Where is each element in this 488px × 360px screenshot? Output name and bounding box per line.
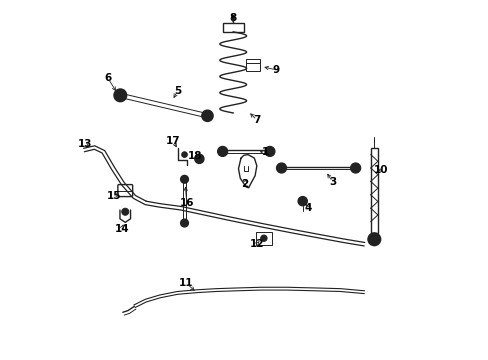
- Circle shape: [180, 175, 188, 183]
- Circle shape: [118, 93, 122, 98]
- Text: 11: 11: [179, 278, 193, 288]
- Circle shape: [350, 163, 360, 173]
- Bar: [246, 59, 259, 71]
- Text: 4: 4: [304, 203, 311, 212]
- Circle shape: [300, 199, 304, 203]
- Text: 6: 6: [104, 73, 111, 83]
- Text: 1: 1: [261, 148, 268, 157]
- Circle shape: [114, 89, 126, 102]
- Circle shape: [122, 208, 128, 215]
- Circle shape: [202, 110, 213, 121]
- Text: 12: 12: [249, 239, 264, 248]
- Bar: [222, 23, 244, 32]
- Circle shape: [194, 154, 203, 163]
- Text: 3: 3: [328, 177, 336, 187]
- Text: 15: 15: [106, 191, 121, 201]
- Text: 13: 13: [78, 139, 92, 149]
- Text: 7: 7: [253, 115, 260, 125]
- Text: 16: 16: [179, 198, 194, 208]
- Circle shape: [197, 157, 201, 161]
- Circle shape: [205, 114, 209, 118]
- Circle shape: [367, 233, 380, 246]
- Text: 2: 2: [241, 179, 247, 189]
- Circle shape: [180, 219, 188, 227]
- Bar: [370, 148, 377, 233]
- Bar: [256, 232, 271, 244]
- Text: 14: 14: [114, 224, 129, 234]
- Circle shape: [298, 197, 306, 206]
- Text: 18: 18: [187, 151, 202, 161]
- Text: 10: 10: [373, 165, 387, 175]
- Circle shape: [260, 235, 266, 242]
- Circle shape: [264, 147, 274, 156]
- Circle shape: [276, 163, 286, 173]
- Circle shape: [182, 152, 187, 157]
- Text: 8: 8: [229, 13, 236, 23]
- Text: 17: 17: [165, 136, 180, 146]
- Circle shape: [217, 147, 227, 156]
- Text: 5: 5: [174, 86, 181, 96]
- Text: 9: 9: [272, 65, 279, 75]
- Circle shape: [231, 15, 235, 19]
- FancyBboxPatch shape: [118, 185, 132, 197]
